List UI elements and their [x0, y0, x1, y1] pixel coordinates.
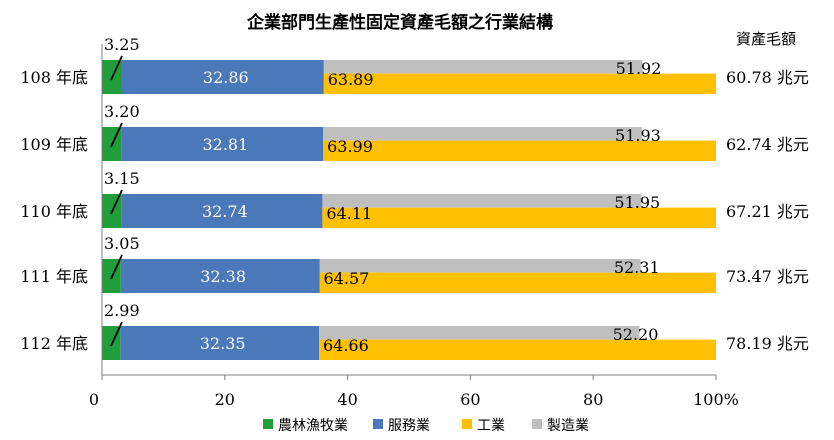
legend-swatch — [373, 419, 383, 429]
legend-label: 製造業 — [547, 418, 589, 434]
right-header: 資產毛額 — [736, 30, 796, 48]
bar-manufacturing — [323, 60, 643, 74]
label-agriculture: 3.20 — [104, 102, 140, 121]
chart-title: 企業部門生產性固定資產毛額之行業結構 — [246, 12, 553, 33]
label-manufacturing: 51.95 — [614, 193, 660, 212]
x-tick-label: 100% — [693, 390, 739, 409]
label-manufacturing: 51.92 — [616, 59, 662, 78]
bar-manufacturing — [319, 259, 641, 273]
bar-industry — [323, 140, 716, 161]
bar-services — [121, 194, 323, 228]
x-tick-label: 80 — [583, 390, 603, 409]
label-industry: 63.99 — [327, 137, 373, 156]
legend-label: 服務業 — [388, 418, 430, 434]
legend-label: 農林漁牧業 — [278, 418, 348, 434]
bar-industry — [319, 272, 716, 293]
bar-industry — [322, 207, 716, 228]
label-agriculture: 3.25 — [104, 35, 140, 54]
bar-manufacturing — [322, 194, 642, 208]
legend-swatch — [263, 419, 273, 429]
agriculture-label-leader — [110, 122, 123, 148]
label-manufacturing: 51.93 — [615, 126, 661, 145]
legend: 農林漁牧業 服務業 工業 製造業 — [263, 418, 589, 434]
total-label: 60.78 兆元 — [726, 68, 809, 87]
total-label: 62.74 兆元 — [726, 135, 809, 154]
category-label: 111 年底 — [20, 267, 88, 286]
total-label: 67.21 兆元 — [726, 202, 809, 221]
label-industry: 64.11 — [326, 204, 372, 223]
legend-swatch — [462, 419, 472, 429]
label-industry: 64.57 — [324, 269, 370, 288]
label-services: 32.86 — [203, 68, 249, 87]
label-agriculture: 2.99 — [104, 301, 140, 320]
label-manufacturing: 52.20 — [613, 325, 659, 344]
legend-swatch — [532, 419, 542, 429]
agriculture-label-leader — [110, 254, 123, 280]
category-label: 109 年底 — [20, 135, 88, 154]
x-tick-label: 40 — [337, 390, 357, 409]
label-services: 32.81 — [202, 135, 248, 154]
legend-label: 工業 — [477, 418, 505, 434]
total-label: 73.47 兆元 — [726, 267, 809, 286]
bar-industry — [323, 73, 716, 94]
x-axis: 0 20 40 60 80 100% — [89, 44, 739, 409]
label-industry: 64.66 — [323, 336, 369, 355]
agriculture-label-leader — [110, 55, 123, 81]
agriculture-label-leader — [110, 321, 123, 347]
category-label: 108 年底 — [20, 68, 88, 87]
label-services: 32.74 — [202, 202, 248, 221]
bar-industry — [318, 339, 716, 360]
category-label: 112 年底 — [20, 334, 88, 353]
label-services: 32.38 — [200, 267, 246, 286]
label-services: 32.35 — [200, 334, 246, 353]
category-label: 110 年底 — [20, 202, 88, 221]
bars-layer: 108 年底 3.25 32.86 63.89 51.92 60.78 兆元 109 年底 3… — [20, 35, 809, 360]
x-tick-label: 20 — [215, 390, 235, 409]
bar-manufacturing — [318, 326, 640, 340]
label-industry: 63.89 — [328, 70, 374, 89]
label-agriculture: 3.15 — [104, 169, 140, 188]
label-manufacturing: 52.31 — [614, 258, 660, 277]
bar-services — [121, 127, 324, 161]
bar-services — [120, 326, 319, 360]
bar-services — [120, 259, 320, 293]
bar-services — [121, 60, 324, 94]
x-tick-label: 60 — [460, 390, 480, 409]
agriculture-label-leader — [110, 189, 123, 215]
x-tick-label: 0 — [89, 390, 99, 409]
total-label: 78.19 兆元 — [726, 334, 809, 353]
bar-manufacturing — [323, 127, 642, 141]
label-agriculture: 3.05 — [104, 234, 140, 253]
